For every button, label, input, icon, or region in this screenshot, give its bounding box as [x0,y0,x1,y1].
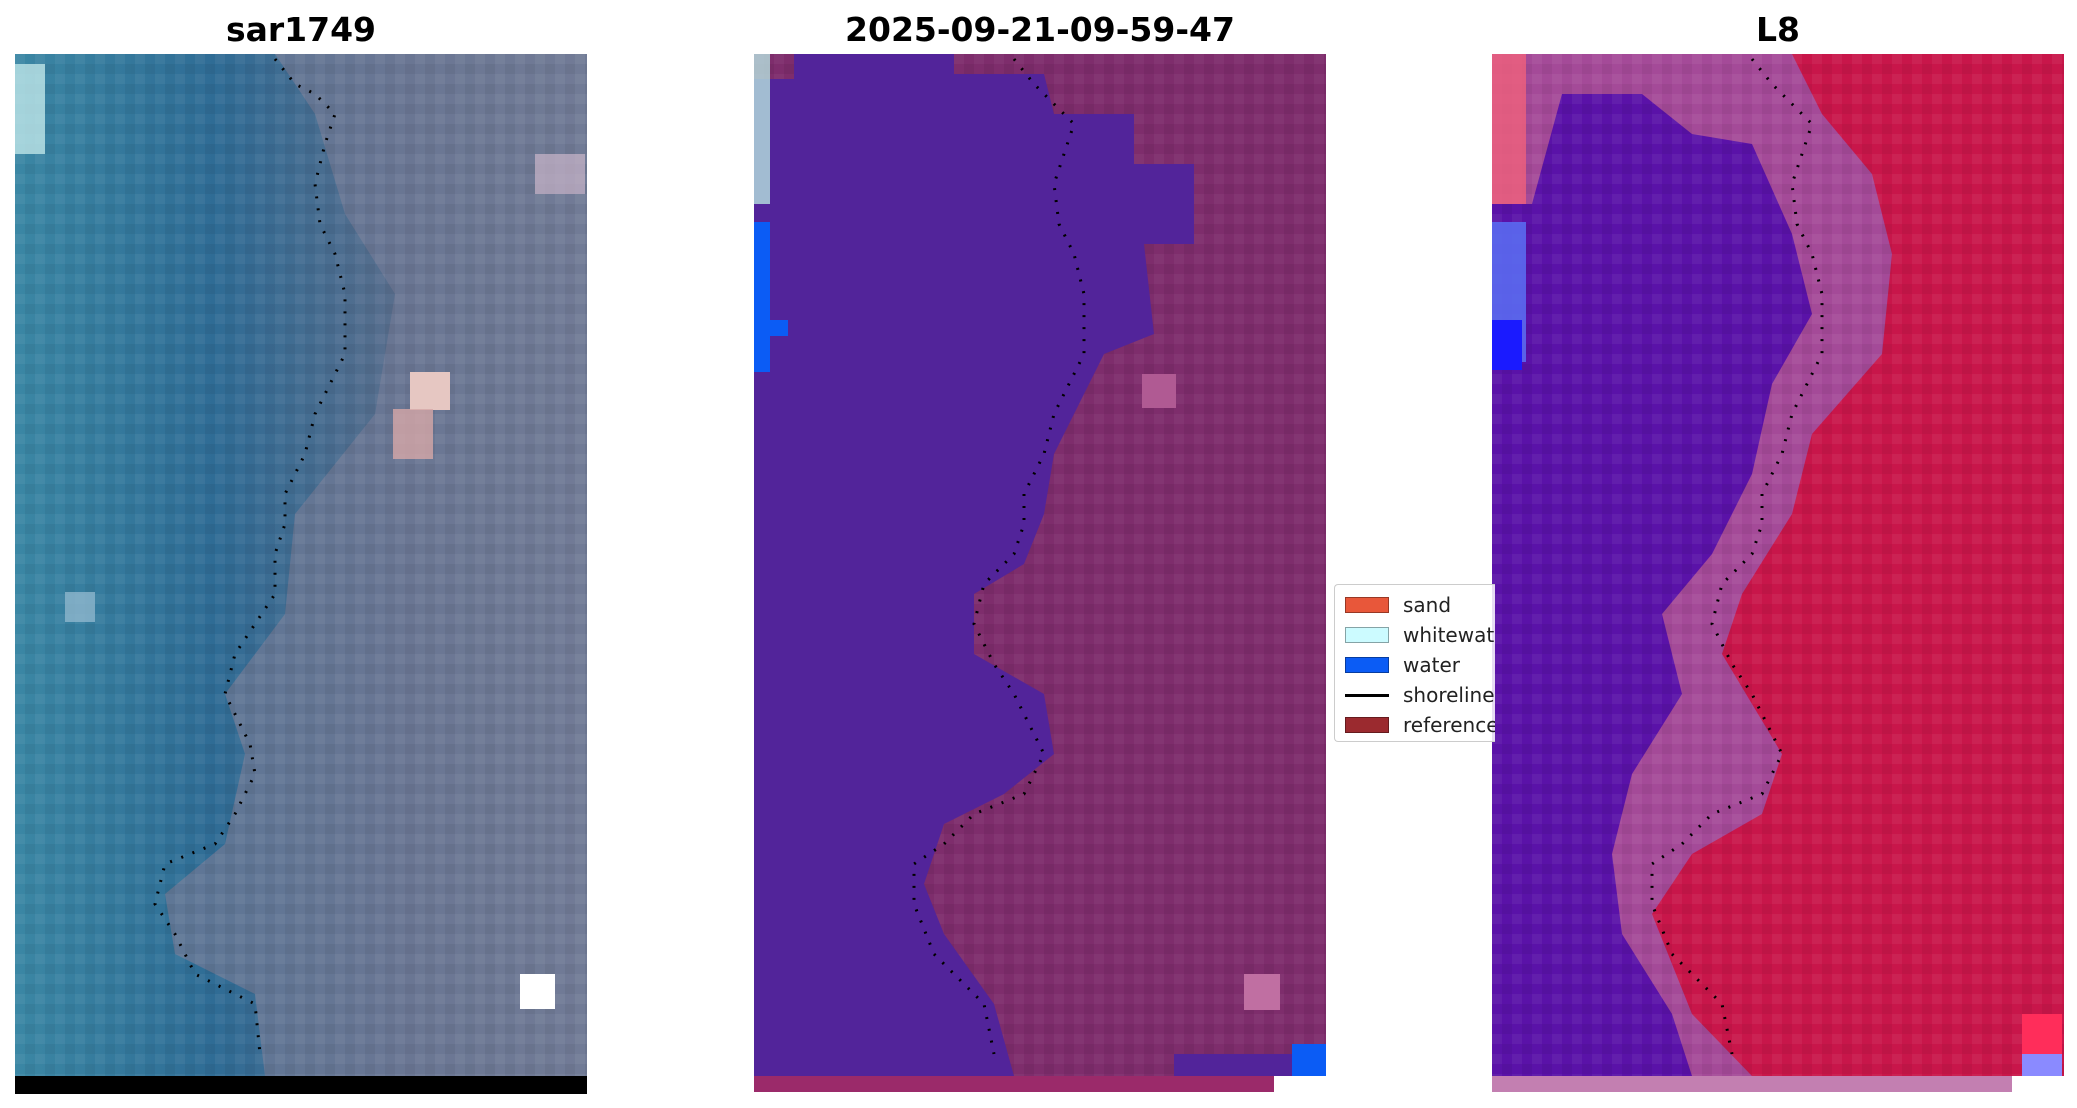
legend-item-whitewater: whitewater [1335,619,1495,649]
l8-image-panel [1492,54,2064,1092]
panel-title-l8: L8 [1756,10,1800,49]
whitewater-swatch [1345,627,1389,643]
legend-label-whitewater: whitewater [1403,623,1495,647]
water-swatch [1345,657,1389,673]
panel-title-rgb: sar1749 [225,10,377,49]
legend: sand whitewater water shoreline referenc… [1334,584,1495,742]
rgb-nodata-strip [15,1076,587,1094]
legend-label-reference: reference [1403,713,1495,737]
shoreline-dots-1 [153,58,347,1055]
legend-item-shoreline: shoreline [1335,679,1495,709]
legend-label-sand: sand [1403,593,1452,617]
l8-bottom-strip [1492,1076,2012,1092]
legend-item-water: water [1335,649,1495,679]
panel-title-classified: 2025-09-21-09-59-47 [845,10,1235,49]
legend-item-reference: reference [1335,709,1495,739]
shoreline-line-icon [1345,694,1389,697]
reference-swatch [1345,717,1389,733]
classified-image-panel [754,54,1326,1092]
legend-label-water: water [1403,653,1460,677]
rgb-image-panel [15,54,587,1094]
legend-label-shoreline: shoreline [1403,683,1495,707]
legend-item-sand: sand [1335,589,1495,619]
sand-swatch [1345,597,1389,613]
class-water [754,54,1194,1076]
class-bottom-strip [754,1076,1274,1092]
